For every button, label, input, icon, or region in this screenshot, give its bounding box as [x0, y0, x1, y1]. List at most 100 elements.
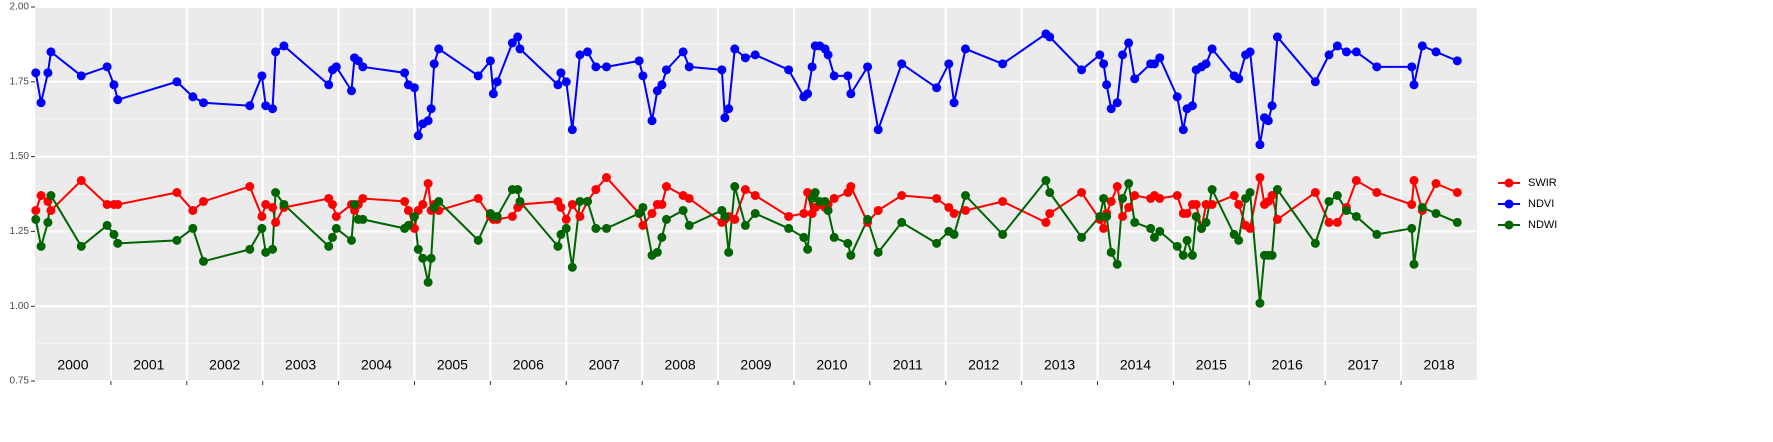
- point: [846, 89, 856, 99]
- point: [1417, 202, 1427, 212]
- point: [647, 116, 657, 126]
- point: [823, 205, 833, 215]
- point: [657, 199, 667, 209]
- point: [43, 68, 53, 78]
- point: [823, 50, 833, 60]
- point: [932, 193, 942, 203]
- year-label: 2005: [437, 357, 468, 373]
- point: [429, 59, 439, 69]
- point: [657, 232, 667, 242]
- point: [1130, 74, 1140, 84]
- point: [1417, 41, 1427, 51]
- point: [1351, 176, 1361, 186]
- point: [1201, 217, 1211, 227]
- point: [638, 71, 648, 81]
- point: [567, 199, 577, 209]
- point: [358, 193, 368, 203]
- year-label: 2008: [665, 357, 696, 373]
- point: [76, 176, 86, 186]
- point: [1191, 199, 1201, 209]
- point: [897, 190, 907, 200]
- point: [400, 68, 410, 78]
- point: [1207, 199, 1217, 209]
- year-label: 2006: [513, 357, 544, 373]
- point: [409, 83, 419, 93]
- point: [1106, 196, 1116, 206]
- point: [873, 247, 883, 257]
- point: [1077, 188, 1087, 198]
- point: [1452, 56, 1462, 66]
- point: [575, 196, 585, 206]
- year-label: 2002: [209, 357, 240, 373]
- point: [1324, 50, 1334, 60]
- point: [1263, 116, 1273, 126]
- point: [423, 179, 433, 189]
- point: [324, 80, 334, 90]
- point: [638, 202, 648, 212]
- point: [418, 253, 428, 263]
- point: [750, 50, 760, 60]
- point: [829, 193, 839, 203]
- point: [1245, 47, 1255, 57]
- point: [423, 116, 433, 126]
- point: [1155, 53, 1165, 63]
- point: [998, 196, 1008, 206]
- point: [172, 235, 182, 245]
- point: [803, 244, 813, 254]
- point: [271, 217, 281, 227]
- point: [1255, 173, 1265, 183]
- point: [730, 214, 740, 224]
- point: [1431, 47, 1441, 57]
- point: [873, 205, 883, 215]
- point: [198, 196, 208, 206]
- point: [1182, 208, 1192, 218]
- point: [507, 38, 517, 48]
- point: [678, 205, 688, 215]
- point: [245, 244, 255, 254]
- year-label: 2007: [589, 357, 620, 373]
- point: [1178, 250, 1188, 260]
- y-tick-label: 1.75: [10, 76, 30, 87]
- point: [740, 185, 750, 195]
- point: [1106, 104, 1116, 114]
- year-label: 2012: [968, 357, 999, 373]
- point: [553, 241, 563, 251]
- point: [843, 238, 853, 248]
- point: [1272, 185, 1282, 195]
- point: [346, 86, 356, 96]
- point: [268, 104, 278, 114]
- point: [803, 89, 813, 99]
- y-tick-label: 0.75: [10, 376, 30, 387]
- legend-label: NDWI: [1528, 219, 1557, 231]
- point: [257, 71, 267, 81]
- point: [434, 44, 444, 54]
- point: [1124, 179, 1134, 189]
- point: [198, 256, 208, 266]
- point: [1178, 125, 1188, 135]
- point: [634, 56, 644, 66]
- point: [720, 113, 730, 123]
- point: [1407, 223, 1417, 233]
- point: [575, 50, 585, 60]
- point: [873, 125, 883, 135]
- point: [43, 217, 53, 227]
- point: [1146, 223, 1156, 233]
- point: [279, 199, 289, 209]
- point: [1149, 232, 1159, 242]
- point: [583, 196, 593, 206]
- point: [1332, 217, 1342, 227]
- point: [31, 214, 41, 224]
- point: [1102, 211, 1112, 221]
- point: [102, 220, 112, 230]
- point: [960, 205, 970, 215]
- legend-label: NDVI: [1528, 198, 1554, 210]
- point: [113, 95, 123, 105]
- point: [784, 223, 794, 233]
- point: [863, 62, 873, 72]
- point: [513, 185, 523, 195]
- point: [591, 62, 601, 72]
- point: [1124, 202, 1134, 212]
- point: [1118, 193, 1128, 203]
- point: [1431, 179, 1441, 189]
